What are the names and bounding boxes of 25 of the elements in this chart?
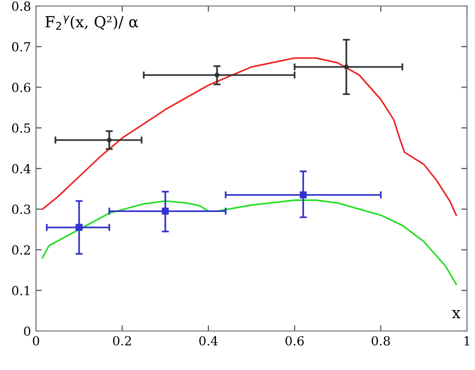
point [214,72,220,78]
y-tick-label: 0.2 [12,245,30,255]
y-axis-title: F$_{2}$$^{γ}$(x, Q²)/ α [45,16,138,30]
y-tick-label: 0.1 [12,286,30,296]
x-tick-label: 0.6 [285,336,304,346]
y-tick-label: 0.5 [12,123,30,133]
x-tick-label: 0.2 [113,336,131,346]
y-tick-label: 0 [24,326,30,336]
point [300,191,307,198]
y-tick-label: 0.6 [12,82,30,92]
y-tick-label: 0.4 [12,164,31,174]
x-tick-label: 0.4 [199,336,218,346]
point [76,224,83,231]
y-tick-label: 0.7 [12,42,30,52]
point [344,64,349,70]
point [106,138,112,142]
line-series [42,57,457,216]
y-tick-label: 0.3 [12,204,30,214]
x-tick-label: 0.8 [372,336,390,346]
x-axis-title: x [452,310,460,318]
line-series [42,199,457,286]
x-tick-label: 1 [464,336,470,346]
x-tick-label: 0 [32,336,40,346]
y-tick-label: 0.8 [12,1,30,11]
point [162,208,169,215]
